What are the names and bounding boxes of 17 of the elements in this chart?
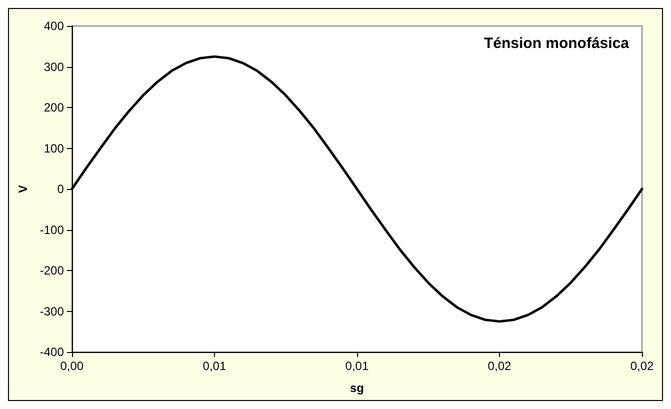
x-axis-title: sg bbox=[350, 381, 364, 395]
text: Ténsion monofásica bbox=[484, 35, 630, 52]
y-tick-label: -300 bbox=[40, 304, 64, 318]
x-tick-label: 0,02 bbox=[630, 359, 654, 373]
y-tick-label: 0 bbox=[57, 182, 64, 196]
y-tick-label: 200 bbox=[44, 100, 64, 114]
y-tick-label: 300 bbox=[44, 60, 64, 74]
y-tick-label: 400 bbox=[44, 19, 64, 33]
x-tick-label: 0,01 bbox=[202, 359, 226, 373]
x-tick-label: 0,01 bbox=[345, 359, 369, 373]
x-tick-label: 0,00 bbox=[60, 359, 84, 373]
y-tick-label: -200 bbox=[40, 264, 64, 278]
y-tick-label: -100 bbox=[40, 222, 64, 237]
x-tick-label: 0,02 bbox=[488, 359, 512, 373]
y-tick-label: -400 bbox=[40, 345, 64, 359]
y-axis-title: V bbox=[16, 184, 30, 194]
y-tick-label: 100 bbox=[44, 141, 64, 156]
